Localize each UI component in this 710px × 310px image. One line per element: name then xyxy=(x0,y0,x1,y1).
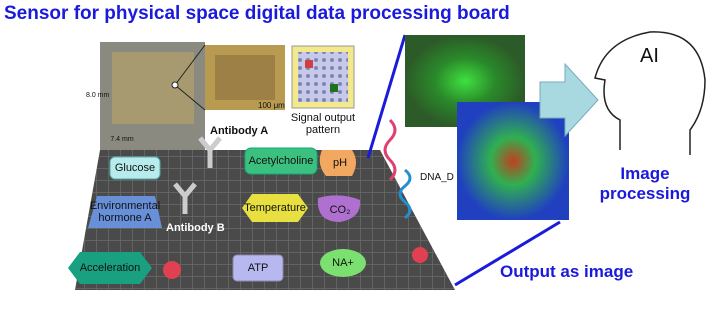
antibody-label: Antibody A xyxy=(210,125,269,137)
chip-core xyxy=(112,52,194,124)
zoom-point xyxy=(171,81,179,89)
pattern-active xyxy=(330,84,338,92)
antibody-label: Antibody B xyxy=(166,222,225,234)
pattern-label: Signal output pattern xyxy=(290,112,356,136)
title: Sensor for physical space digital data p… xyxy=(4,3,510,24)
sensor-label: Temperature xyxy=(244,202,306,214)
output-image xyxy=(457,102,569,220)
connector xyxy=(454,220,561,287)
ai-label: AI xyxy=(640,45,659,67)
acetylcholine-shape xyxy=(244,147,318,175)
chip-width: 7.4 mm xyxy=(110,136,134,143)
antibody-icon xyxy=(173,182,197,214)
sensor-label: Acceleration xyxy=(79,262,141,274)
antibody-icon xyxy=(198,136,222,168)
zoom-line xyxy=(174,44,206,86)
receptor-icon xyxy=(412,247,428,263)
atp-shape xyxy=(232,254,284,282)
sensor-label: Environmental hormone A xyxy=(89,200,161,224)
sensor-label: NA+ xyxy=(332,257,354,269)
acceleration-shape xyxy=(68,252,152,284)
sensor-label: CO₂ xyxy=(329,204,351,216)
ph-shape xyxy=(319,150,356,176)
chip-height: 8.0 mm xyxy=(86,92,110,99)
scale-label: 100 μm xyxy=(258,101,285,110)
temperature-shape xyxy=(242,194,308,222)
output-label: Output as image xyxy=(500,262,634,281)
sensor-label: Glucose xyxy=(114,162,156,174)
processing-label: Image processing xyxy=(599,164,691,203)
dna-icon xyxy=(398,168,412,220)
connector xyxy=(366,34,407,159)
na-shape xyxy=(320,249,366,277)
receptor-icon xyxy=(163,261,181,279)
sensor-label: pH xyxy=(332,157,348,169)
glucose-shape xyxy=(109,156,161,180)
sensor-label: ATP xyxy=(247,262,269,274)
pattern-dots xyxy=(298,52,348,102)
dna-label: DNA_D xyxy=(420,172,454,183)
co2-shape xyxy=(317,195,361,222)
head-outline xyxy=(594,31,706,155)
pattern-active xyxy=(305,60,313,68)
zoom-detail xyxy=(215,55,275,100)
zoom-line xyxy=(174,84,206,111)
dna-icon xyxy=(383,118,397,182)
arrow xyxy=(539,62,599,138)
sensor-label: Acetylcholine xyxy=(248,155,314,167)
hormone-shape xyxy=(88,196,162,228)
